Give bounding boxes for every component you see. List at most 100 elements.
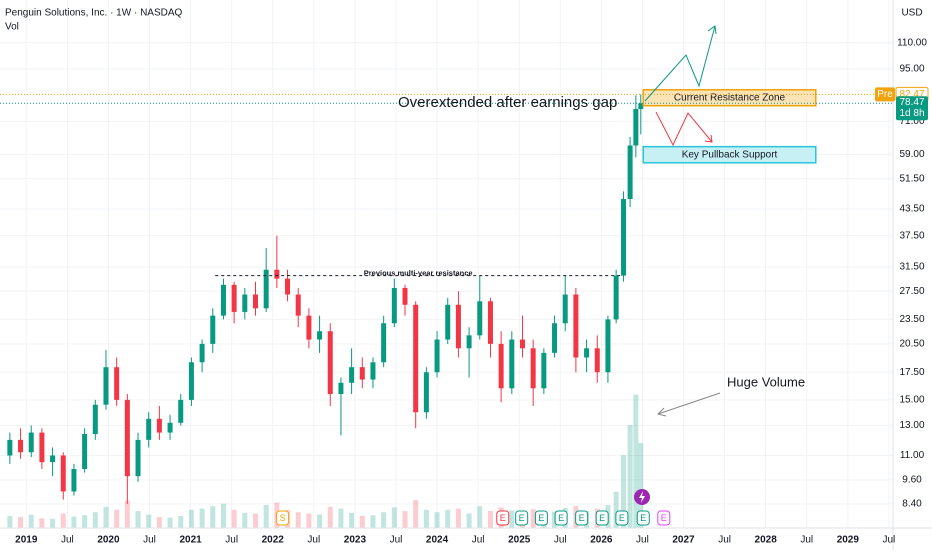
x-tick-label: Jul	[636, 535, 649, 546]
volume-bar	[349, 512, 355, 528]
annotation: Huge Volume	[727, 374, 805, 389]
volume-bar	[7, 515, 13, 528]
currency: USD	[901, 8, 922, 19]
volume-bar	[263, 504, 269, 528]
x-tick-label: 2022	[262, 535, 285, 546]
price-pane	[7, 94, 644, 504]
candle-body	[285, 278, 291, 295]
candle-body	[466, 335, 472, 349]
y-tick-label: 110.00	[897, 37, 927, 48]
volume-bar	[370, 515, 376, 528]
candle-body	[7, 439, 13, 456]
candle-body	[231, 284, 237, 312]
x-tick-label: Jul	[554, 535, 567, 546]
x-tick-label: Jul	[307, 535, 320, 546]
candle-body	[252, 294, 258, 309]
candle-body	[114, 367, 120, 400]
news-icon-glyph	[639, 491, 645, 503]
event-label: E	[500, 513, 506, 523]
volume-bar	[242, 512, 248, 528]
last-price-label: 78.47	[899, 97, 924, 108]
candle-body	[28, 432, 34, 453]
pre-price-label: 82.47	[899, 89, 924, 100]
candle-body	[349, 367, 355, 383]
event-marker	[595, 510, 609, 526]
volume-bar	[188, 509, 194, 528]
volume-bar	[50, 518, 56, 528]
candle-body	[156, 418, 162, 433]
candle-body	[103, 367, 109, 405]
event-marker	[575, 510, 589, 526]
candle-body	[338, 382, 344, 395]
volume-bar	[306, 513, 312, 528]
candle-body	[71, 469, 77, 492]
volume-bar	[71, 516, 77, 528]
volume-bar	[317, 514, 323, 528]
pre-badge-label: Pre	[877, 89, 893, 100]
volume-bar	[466, 513, 472, 528]
candle-body	[210, 315, 216, 344]
x-tick-label: 2026	[590, 535, 613, 546]
candle-body	[263, 269, 269, 309]
candle-body	[135, 439, 141, 477]
volume-bar	[82, 515, 88, 528]
event-label: E	[640, 513, 646, 523]
volume-bar	[210, 506, 216, 528]
annotation: Overextended after earnings gap	[398, 94, 617, 111]
zone	[642, 89, 817, 107]
candle-body	[124, 399, 130, 477]
candle-body	[317, 331, 323, 340]
candle-body	[487, 301, 493, 344]
pre-badge	[875, 87, 895, 102]
volume-bar	[18, 517, 24, 528]
y-tick-label: 17.50	[899, 367, 924, 378]
volume-bar	[199, 508, 205, 528]
candle-body	[477, 301, 483, 336]
x-tick-label: Jul	[143, 535, 156, 546]
candle-body	[220, 284, 226, 316]
candle-body	[370, 362, 376, 380]
event-label: E	[599, 513, 605, 523]
grid	[0, 0, 893, 528]
volume-bar	[156, 517, 162, 528]
volume-bar	[633, 394, 639, 528]
candle-body	[402, 287, 408, 305]
volume-bar	[477, 506, 483, 528]
candle-body	[82, 434, 88, 470]
volume-bar	[124, 500, 130, 528]
volume-bar	[103, 506, 109, 528]
candle-body	[633, 108, 639, 146]
candle-body	[445, 304, 451, 340]
volume-bar	[39, 518, 45, 528]
candle-body	[359, 367, 365, 380]
volume-bar	[434, 512, 440, 528]
candle-body	[552, 323, 558, 353]
volume-bar	[60, 513, 66, 528]
zone-label: Key Pullback Support	[682, 149, 778, 160]
volume-bar	[530, 509, 536, 528]
x-tick-label: Jul	[718, 535, 731, 546]
volume-bar	[167, 517, 173, 528]
volume-bar	[455, 508, 461, 528]
scenario-down-arrow	[655, 111, 713, 147]
y-tick-label: 20.50	[899, 339, 924, 350]
candle-body	[573, 294, 579, 358]
volume-bar	[327, 506, 333, 528]
event-label: E	[558, 513, 564, 523]
volume-bar	[295, 512, 301, 528]
x-tick-label: 2027	[672, 535, 695, 546]
candle-body	[60, 455, 66, 492]
event-label: S	[280, 513, 286, 523]
candle-body	[455, 304, 461, 349]
volume-bar	[445, 509, 451, 528]
candle-body	[594, 348, 600, 373]
y-tick-label: 51.50	[899, 173, 924, 184]
last-price-badge	[896, 96, 928, 121]
event-marker	[615, 510, 629, 526]
candle-body	[434, 339, 440, 373]
volume-bar	[231, 509, 237, 528]
volume-bar	[114, 509, 120, 528]
event-label: E	[519, 513, 525, 523]
candle-body	[413, 304, 419, 413]
volume-bar	[391, 507, 397, 528]
